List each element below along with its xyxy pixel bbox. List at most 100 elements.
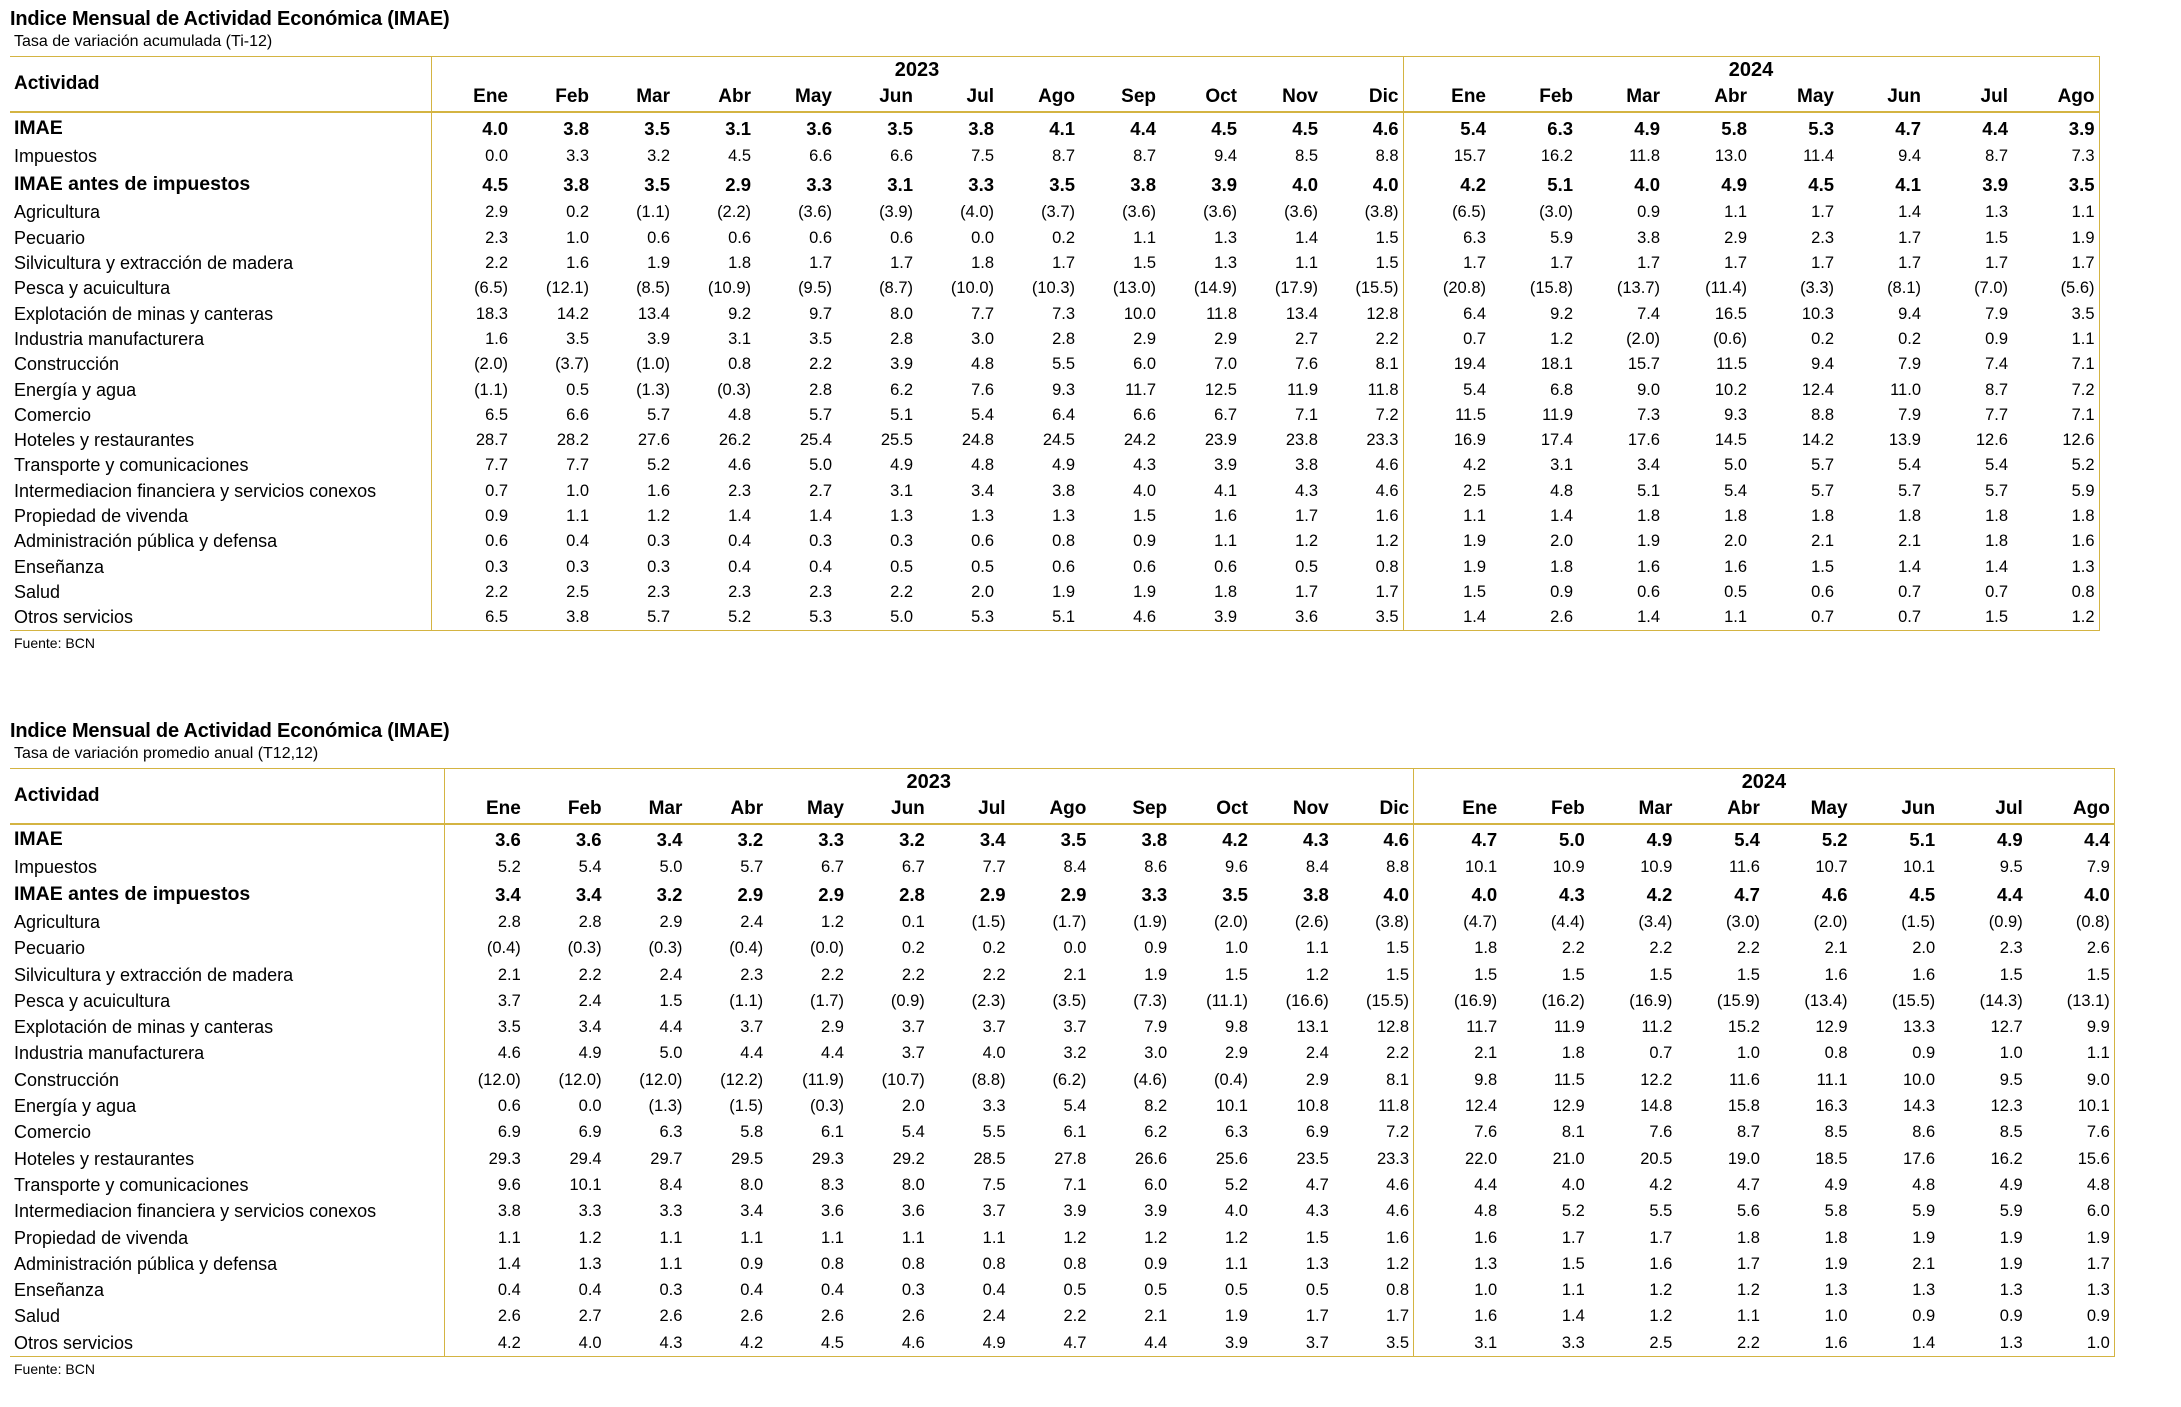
table-cell: 0.8 — [1386, 1281, 1410, 1300]
table-cell: 11.8 — [1378, 1097, 1410, 1116]
table-cell: 1.3 — [2012, 554, 2100, 580]
table-cell: 6.9 — [1305, 1123, 1329, 1142]
imae-annual-average-table: Actividad 2023 2024 Ene Feb Mar Abr May Jun Jul Ag… — [10, 768, 2115, 1358]
table-cell: 10.0 — [1123, 304, 1156, 323]
table-cell: 8.0 — [890, 304, 913, 323]
table-cell: 2.2 — [1375, 329, 1399, 348]
table-cell: 0.2 — [901, 939, 925, 958]
table-cell: 3.7 — [901, 1018, 925, 1037]
table-cell: 17.4 — [1540, 431, 1573, 450]
table-cell: 9.7 — [809, 304, 832, 323]
table-cell: 1.8 — [1985, 532, 2008, 551]
table-cell: 0.5 — [1295, 557, 1318, 576]
table-cell: 1.7 — [1637, 254, 1660, 273]
table-cell: 8.4 — [1063, 857, 1087, 876]
table-cell: 4.8 — [971, 355, 994, 374]
table-cell: 1.9 — [1824, 1254, 1848, 1273]
table-row: Pecuario (0.4) (0.3) (0.3) (0.4) (0.0) 0.2 0.2 0… — [10, 935, 2115, 962]
table-cell: 3.1 — [890, 481, 913, 500]
table-cell: 1.7 — [1295, 582, 1318, 601]
table-cell: 4.8 — [971, 456, 994, 475]
table-cell: 4.2 — [686, 1330, 768, 1358]
table-cell: 4.0 — [1292, 173, 1318, 195]
table-cell: 3.1 — [728, 329, 751, 348]
table-cell: 4.6 — [443, 1040, 525, 1068]
table-cell: 22.0 — [1413, 1145, 1502, 1173]
table-cell: 3.9 — [1144, 1202, 1168, 1221]
table-cell: (1.3) — [636, 380, 670, 399]
table-cell: (0.4) — [443, 935, 525, 962]
table-cell: 27.8 — [1054, 1149, 1087, 1168]
month-header: Abr — [1676, 795, 1764, 825]
table-cell: (0.3) — [810, 1097, 844, 1116]
table-cell: (10.0) — [950, 279, 994, 298]
table-cell: 16.2 — [1990, 1149, 2023, 1168]
table-cell: 5.8 — [1824, 1202, 1848, 1221]
row-label: Administración pública y defensa — [14, 1253, 278, 1274]
table-cell: 1.7 — [1402, 250, 1490, 277]
table-cell: 4.4 — [821, 1044, 844, 1063]
table-row: Intermediacion financiera y servicios co… — [10, 1198, 2115, 1225]
table-cell: 3.8 — [1637, 228, 1660, 247]
table-cell: (2.3) — [971, 991, 1006, 1010]
table-cell: (3.0) — [1539, 203, 1573, 222]
table-cell: 1.8 — [1985, 507, 2008, 525]
table-row: Impuestos 5.2 5.4 5.0 5.7 6.7 6.7 7.7 8.4 8.6 9.6 8… — [10, 854, 2115, 881]
table-row: Administración pública y defensa 0.6 0.4 0.… — [10, 529, 2100, 555]
table-cell: 4.0 — [982, 1044, 1006, 1063]
table-cell: 3.4 — [971, 481, 994, 500]
table-cell: (3.6) — [798, 203, 832, 222]
table-cell: 3.3 — [1501, 1330, 1589, 1358]
table-cell: 1.6 — [1637, 557, 1660, 576]
table-cell: 0.5 — [1724, 582, 1747, 601]
table-cell: 7.6 — [1413, 1119, 1502, 1146]
table-cell: 29.2 — [892, 1149, 925, 1168]
table-cell: 23.8 — [1285, 431, 1318, 450]
table-cell: 9.4 — [1898, 147, 1921, 166]
table-cell: 0.8 — [982, 1254, 1006, 1273]
table-cell: 12.7 — [1990, 1018, 2023, 1037]
table-cell: 9.4 — [1898, 304, 1921, 323]
table-cell: 2.1 — [443, 961, 525, 989]
table-cell: 1.2 — [1737, 1281, 1760, 1300]
table-cell: 1.7 — [1295, 507, 1318, 525]
table-cell: 6.6 — [566, 405, 589, 424]
table-cell: (8.1) — [1887, 279, 1921, 298]
table-cell: 3.2 — [1063, 1044, 1087, 1063]
table-cell: 3.9 — [2012, 112, 2100, 144]
row-label: Construcción — [14, 1069, 120, 1090]
table-cell: 2.3 — [1999, 939, 2023, 958]
table-cell: 0.8 — [1063, 1254, 1087, 1273]
table-cell: 1.5 — [1985, 228, 2008, 247]
table-cell: 2.1 — [1413, 1040, 1502, 1068]
table-cell: 0.9 — [1144, 1254, 1168, 1273]
table-cell: 1.7 — [1898, 228, 1921, 247]
table-cell: 3.4 — [740, 1202, 764, 1221]
table-cell: 3.4 — [656, 828, 683, 850]
row-label: Explotación de minas y canteras — [14, 1017, 274, 1038]
table-row: Otros servicios 6.5 3.8 5.7 5.2 5.3 5.0 5.3 5.1 4… — [10, 605, 2100, 632]
table-cell: 1.8 — [1824, 1228, 1848, 1247]
table-cell: 4.9 — [890, 456, 913, 475]
table-cell: 12.4 — [1413, 1093, 1502, 1120]
table-cell: (12.2) — [720, 1070, 764, 1089]
table-cell: 4.2 — [1222, 828, 1248, 850]
table-cell: 8.8 — [1375, 147, 1399, 166]
table-cell: (8.5) — [636, 279, 670, 298]
month-header: May — [1763, 795, 1852, 825]
table-cell: 8.1 — [1561, 1123, 1585, 1142]
table-cell: 1.1 — [2026, 1040, 2115, 1068]
table-cell: 2.7 — [809, 481, 832, 500]
table-cell: 5.7 — [647, 405, 670, 424]
table-cell: 9.4 — [1811, 355, 1834, 374]
table-cell: 1.0 — [2026, 1330, 2115, 1358]
table-cell: (2.2) — [717, 203, 751, 222]
table-cell: 3.5 — [644, 117, 670, 139]
table-cell: 1.6 — [1413, 1303, 1502, 1331]
table-row: IMAE 4.0 3.8 3.5 3.1 3.6 3.5 3.8 4.1 4.4 4.5 4.5 4.6… — [10, 112, 2100, 144]
table-title: Indice Mensual de Actividad Económica (I… — [10, 720, 450, 742]
table-cell: 8.8 — [1811, 405, 1834, 424]
month-header: Jun — [1851, 795, 1940, 825]
table-cell: 1.5 — [1649, 965, 1673, 984]
table-row: Explotación de minas y canteras 18.3 14.2 1… — [10, 301, 2100, 327]
